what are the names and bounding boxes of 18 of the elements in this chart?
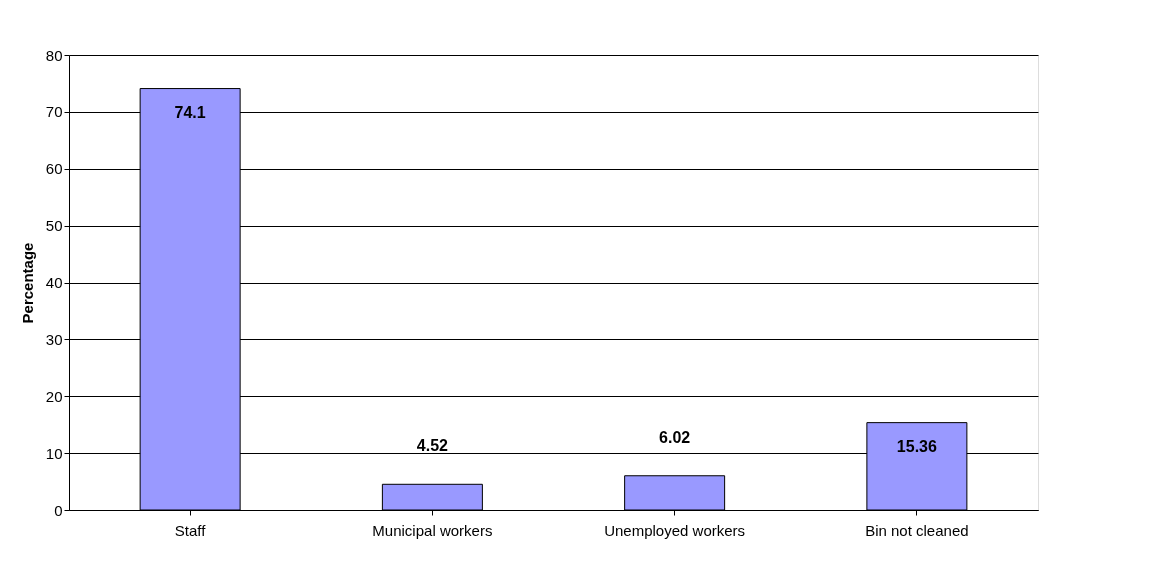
data-label: 4.52 [416, 437, 449, 455]
x-tick-label: Unemployed workers [604, 521, 746, 539]
x-tick-label: Municipal workers [372, 521, 493, 539]
x-tick-label: Staff [174, 521, 207, 539]
y-tick-label: 20 [45, 387, 63, 405]
y-tick-label: 70 [45, 103, 63, 121]
y-tick-label: 50 [45, 217, 63, 235]
data-label: 15.36 [896, 437, 937, 455]
y-tick-label: 60 [45, 160, 63, 178]
y-tick-label: 0 [54, 501, 63, 519]
y-tick-label: 40 [45, 274, 63, 291]
y-tick-label: 30 [45, 330, 63, 348]
y-tick-label: 80 [45, 46, 63, 64]
y-axis-title: Percentage [18, 242, 36, 324]
x-tick-label: Bin not cleaned [865, 521, 969, 539]
data-label: 74.1 [174, 103, 206, 121]
data-label: 6.02 [659, 428, 691, 446]
y-tick-label: 10 [45, 444, 63, 462]
